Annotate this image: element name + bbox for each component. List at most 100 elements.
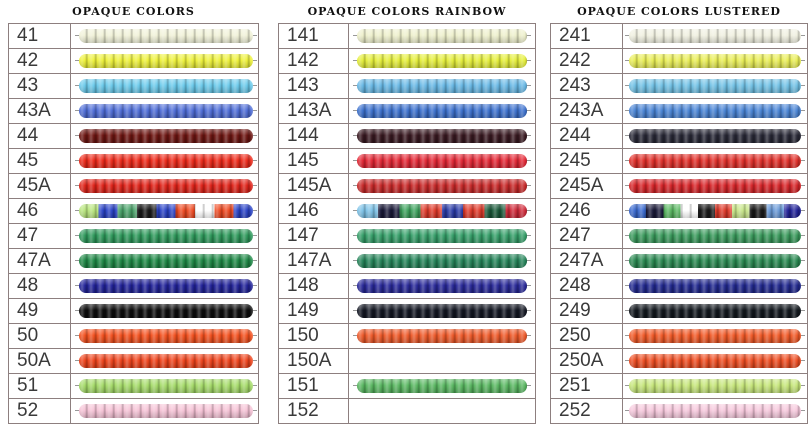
bead-strand — [79, 379, 253, 393]
color-row: 143A — [279, 99, 536, 124]
bead-strand — [357, 79, 527, 93]
color-row: 249 — [551, 299, 808, 324]
bead-strand — [79, 204, 253, 218]
bead-strand — [357, 154, 527, 168]
color-row: 148 — [279, 274, 536, 299]
color-row: 149 — [279, 299, 536, 324]
bead-strand — [629, 254, 801, 268]
color-code: 152 — [279, 399, 349, 423]
color-code: 50A — [9, 349, 71, 373]
color-row: 49 — [9, 299, 259, 324]
bead-strand — [357, 29, 527, 43]
color-code: 145 — [279, 149, 349, 173]
color-row: 150 — [279, 324, 536, 349]
color-code: 149 — [279, 299, 349, 323]
color-code: 50 — [9, 324, 71, 348]
color-code: 143 — [279, 74, 349, 98]
color-row: 51 — [9, 374, 259, 399]
color-code: 246 — [551, 199, 623, 223]
bead-strand — [79, 254, 253, 268]
color-row: 52 — [9, 399, 259, 424]
bead-strand — [79, 79, 253, 93]
bead-strand — [629, 354, 801, 368]
color-code: 245A — [551, 174, 623, 198]
color-row: 47 — [9, 224, 259, 249]
color-row: 147A — [279, 249, 536, 274]
color-row: 248 — [551, 274, 808, 299]
color-code: 45 — [9, 149, 71, 173]
color-code: 43A — [9, 99, 71, 123]
bead-strand — [79, 354, 253, 368]
bead-strand — [357, 129, 527, 143]
color-code: 243A — [551, 99, 623, 123]
color-row: 43A — [9, 99, 259, 124]
color-code: 247A — [551, 249, 623, 273]
bead-strand — [357, 179, 527, 193]
color-table: 241 242 243 243A 244 245 245A 246 247 247A 248 249 2… — [550, 23, 808, 424]
color-row: 48 — [9, 274, 259, 299]
color-code: 41 — [9, 24, 71, 48]
color-code: 51 — [9, 374, 71, 398]
color-row: 145 — [279, 149, 536, 174]
color-code: 148 — [279, 274, 349, 298]
color-code: 252 — [551, 399, 623, 423]
color-table: 41 42 43 43A 44 45 45A 46 47 47A 48 49 50 50A 51 52 — [8, 23, 259, 424]
color-row: 142 — [279, 49, 536, 74]
color-code: 145A — [279, 174, 349, 198]
color-code: 42 — [9, 49, 71, 73]
bead-strand — [629, 404, 801, 418]
bead-strand — [357, 229, 527, 243]
bead-strand — [629, 129, 801, 143]
color-code: 250 — [551, 324, 623, 348]
color-code: 243 — [551, 74, 623, 98]
bead-strand — [79, 329, 253, 343]
bead-strand — [629, 304, 801, 318]
color-row: 50A — [9, 349, 259, 374]
color-row: 245A — [551, 174, 808, 199]
color-code: 142 — [279, 49, 349, 73]
bead-strand — [79, 304, 253, 318]
color-code: 49 — [9, 299, 71, 323]
color-code: 150 — [279, 324, 349, 348]
bead-strand — [357, 379, 527, 393]
bead-strand — [79, 154, 253, 168]
bead-strand — [79, 279, 253, 293]
bead-strand — [629, 154, 801, 168]
bead-strand — [629, 54, 801, 68]
color-code: 144 — [279, 124, 349, 148]
panel-title: OPAQUE COLORS LUSTERED — [577, 5, 781, 18]
color-code: 150A — [279, 349, 349, 373]
bead-strand — [357, 329, 527, 343]
color-row: 43 — [9, 74, 259, 99]
color-row: 141 — [279, 24, 536, 49]
color-code: 244 — [551, 124, 623, 148]
color-code: 249 — [551, 299, 623, 323]
color-row: 250 — [551, 324, 808, 349]
color-row: 245 — [551, 149, 808, 174]
bead-strand — [629, 29, 801, 43]
color-row: 44 — [9, 124, 259, 149]
color-code: 151 — [279, 374, 349, 398]
color-code: 147 — [279, 224, 349, 248]
color-row: 144 — [279, 124, 536, 149]
color-code: 250A — [551, 349, 623, 373]
color-code: 48 — [9, 274, 71, 298]
bead-strand — [629, 379, 801, 393]
color-code: 147A — [279, 249, 349, 273]
bead-strand — [357, 304, 527, 318]
color-code: 47 — [9, 224, 71, 248]
color-row: 143 — [279, 74, 536, 99]
color-code: 52 — [9, 399, 71, 423]
color-row: 247 — [551, 224, 808, 249]
color-row: 41 — [9, 24, 259, 49]
bead-strand — [629, 329, 801, 343]
color-row: 50 — [9, 324, 259, 349]
color-code: 146 — [279, 199, 349, 223]
color-code: 245 — [551, 149, 623, 173]
bead-strand — [629, 204, 801, 218]
color-row: 242 — [551, 49, 808, 74]
color-code: 242 — [551, 49, 623, 73]
color-row: 42 — [9, 49, 259, 74]
color-row: 146 — [279, 199, 536, 224]
bead-strand — [357, 204, 527, 218]
